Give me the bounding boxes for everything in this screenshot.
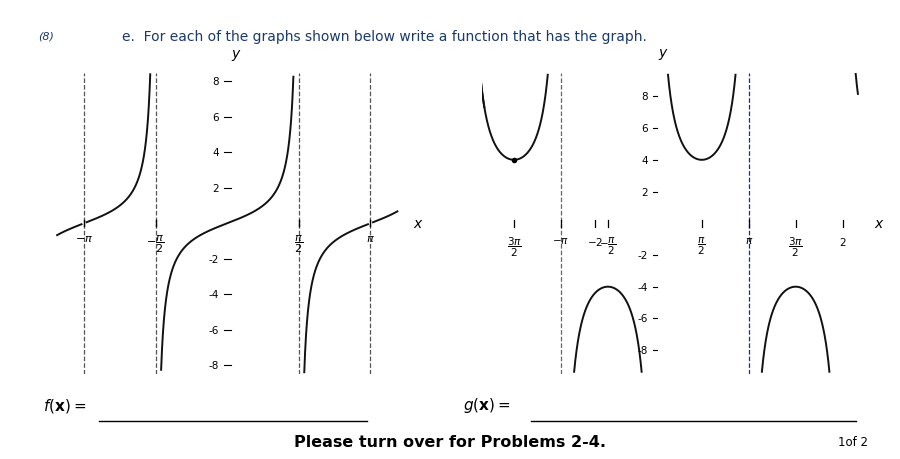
Text: $y$: $y$: [658, 47, 669, 62]
Text: $\dfrac{\pi}{2}$: $\dfrac{\pi}{2}$: [698, 235, 706, 257]
Text: $-2$: $-2$: [587, 235, 603, 247]
Text: 2: 2: [642, 187, 648, 197]
Text: $2$: $2$: [839, 235, 846, 247]
Text: Please turn over for Problems 2-4.: Please turn over for Problems 2-4.: [294, 434, 606, 449]
Text: 8: 8: [642, 92, 648, 102]
Text: 8: 8: [212, 77, 219, 87]
Text: $\pi$: $\pi$: [744, 235, 753, 246]
Text: $y$: $y$: [231, 48, 241, 62]
Text: $g(\mathbf{x}) =$: $g(\mathbf{x}) =$: [463, 395, 510, 414]
Text: -4: -4: [209, 290, 219, 299]
Text: 6: 6: [642, 124, 648, 134]
Text: 4: 4: [212, 148, 219, 158]
Text: -6: -6: [209, 325, 219, 335]
Text: $-\dfrac{\pi}{2}$: $-\dfrac{\pi}{2}$: [599, 235, 616, 257]
Text: -8: -8: [638, 345, 648, 355]
Text: $-\dfrac{\pi}{2}$: $-\dfrac{\pi}{2}$: [147, 234, 165, 255]
Text: 4: 4: [642, 156, 648, 165]
Text: $-\pi$: $-\pi$: [553, 235, 570, 246]
Text: -2: -2: [638, 251, 648, 260]
Text: $-\pi$: $-\pi$: [75, 234, 93, 243]
Text: $x$: $x$: [875, 217, 885, 231]
Text: $\dfrac{3\pi}{2}$: $\dfrac{3\pi}{2}$: [788, 235, 803, 259]
Text: e.  For each of the graphs shown below write a function that has the graph.: e. For each of the graphs shown below wr…: [122, 30, 646, 44]
Text: $\dfrac{\pi}{2}$: $\dfrac{\pi}{2}$: [294, 234, 303, 255]
Text: -8: -8: [209, 360, 219, 370]
Text: $\pi$: $\pi$: [366, 234, 375, 243]
Text: 1of 2: 1of 2: [839, 435, 868, 448]
Text: 2: 2: [212, 184, 219, 193]
Text: 6: 6: [212, 112, 219, 123]
Text: -4: -4: [638, 282, 648, 292]
Text: -6: -6: [638, 313, 648, 324]
Text: -2: -2: [209, 254, 219, 264]
Text: $\dfrac{3\pi}{2}$: $\dfrac{3\pi}{2}$: [507, 235, 521, 259]
Text: $x$: $x$: [413, 217, 424, 231]
Text: (8): (8): [38, 32, 54, 42]
Text: $f(\mathbf{x}) =$: $f(\mathbf{x}) =$: [43, 396, 86, 414]
